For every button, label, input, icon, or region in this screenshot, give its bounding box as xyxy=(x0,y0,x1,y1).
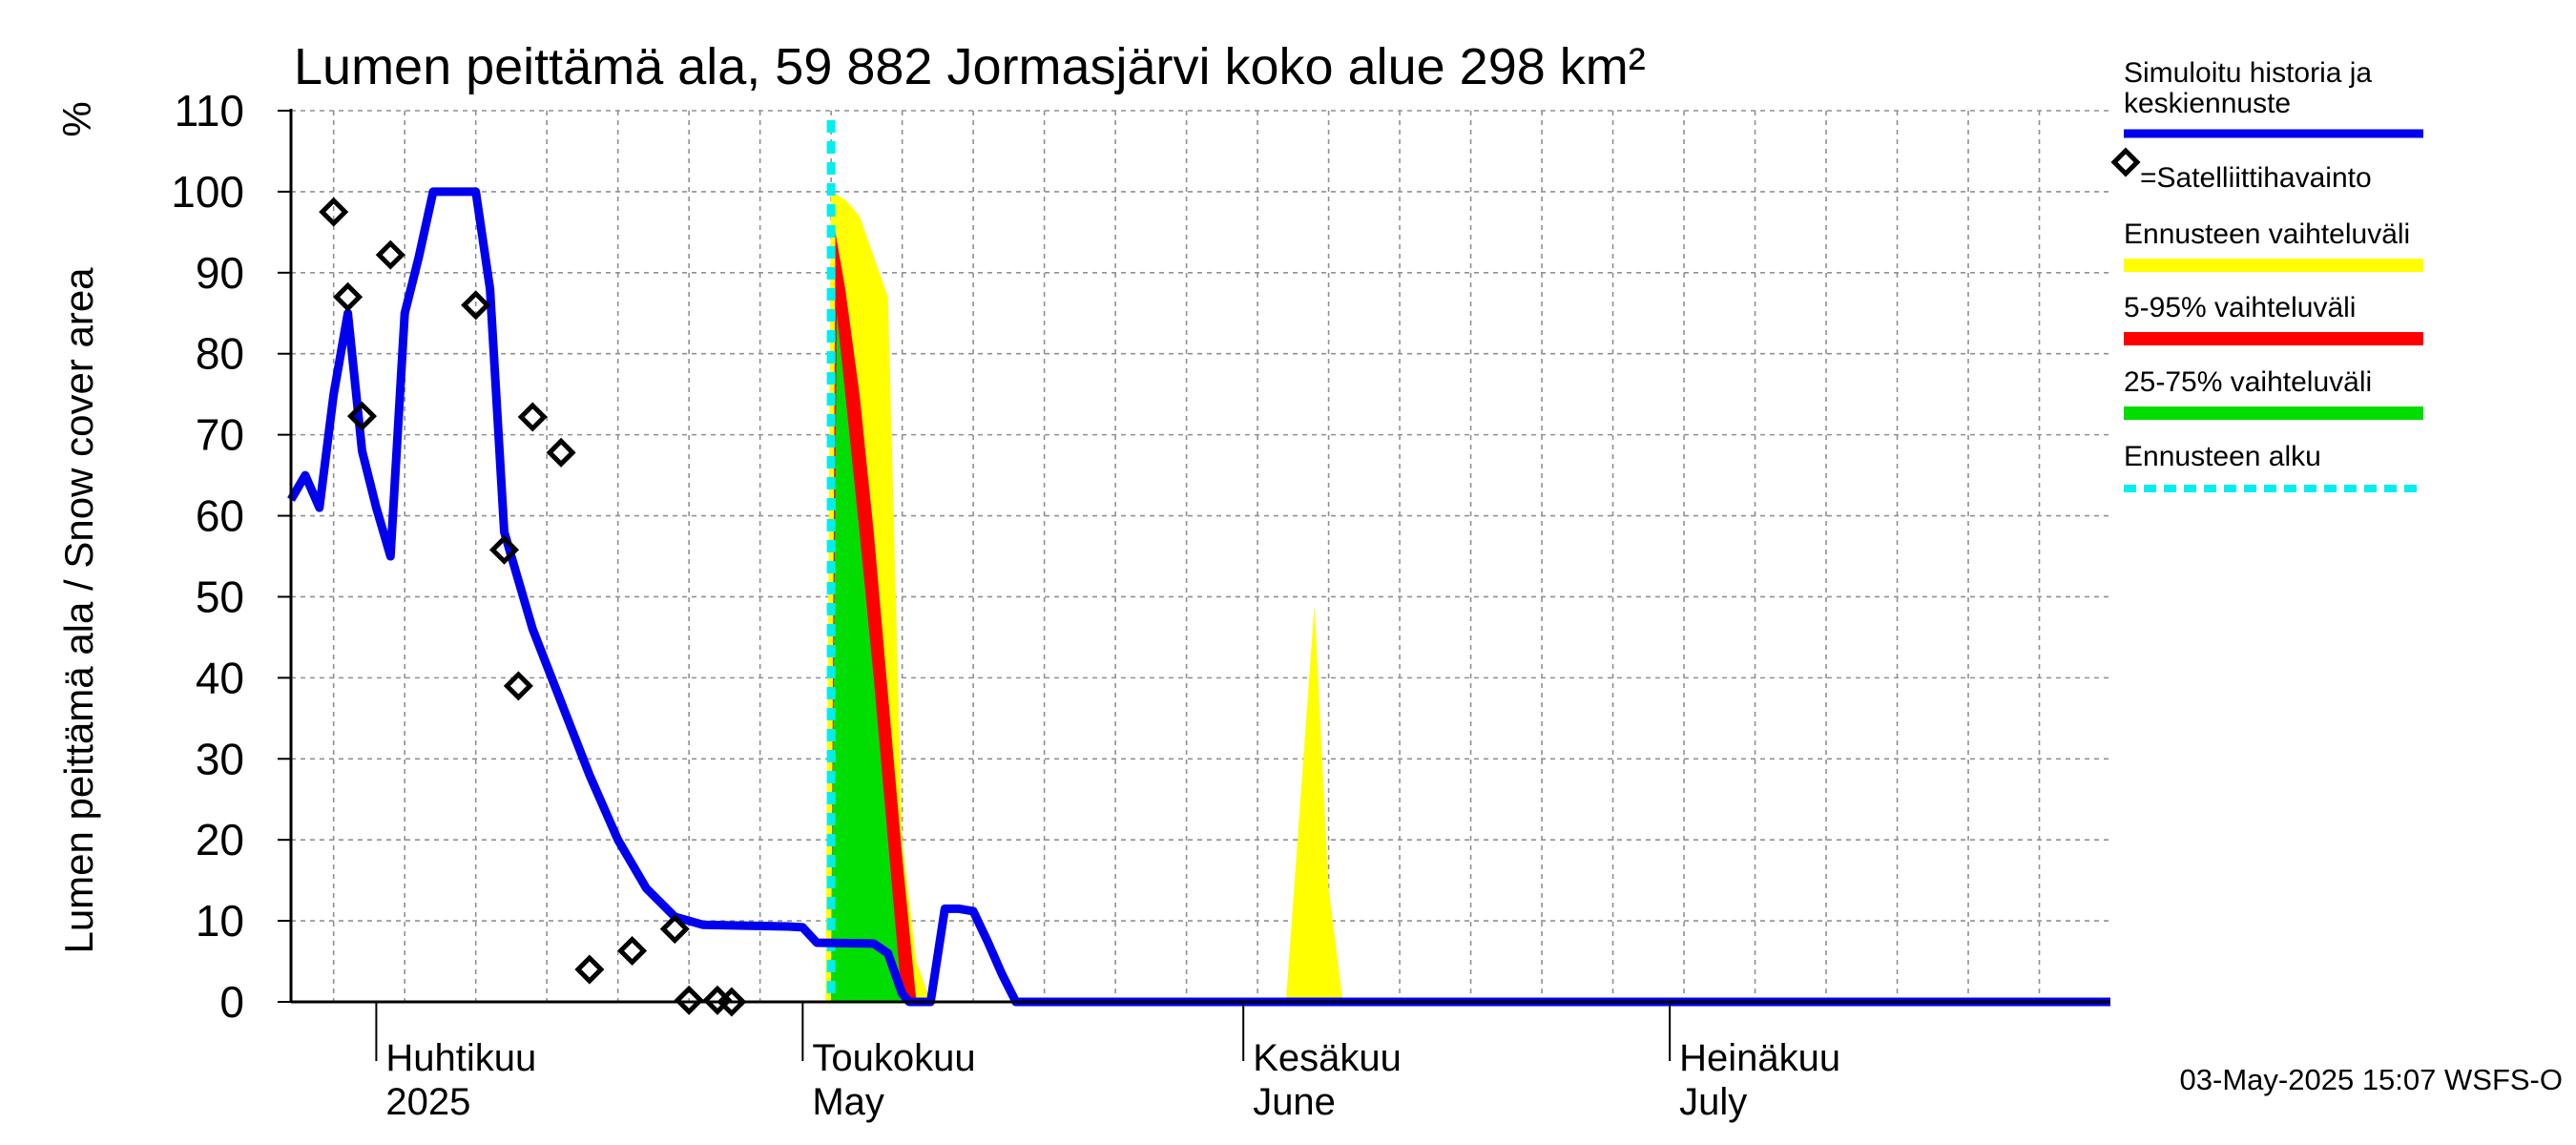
legend-label: Ennusteen vaihteluväli xyxy=(2124,219,2410,250)
footer-timestamp: 03-May-2025 15:07 WSFS-O xyxy=(2180,1063,2563,1096)
y-tick-label: 60 xyxy=(196,491,244,541)
satellite-point xyxy=(503,671,533,701)
satellite-point xyxy=(717,987,747,1017)
legend-label: =Satelliittihavainto xyxy=(2140,162,2372,194)
satellite-point xyxy=(659,914,690,945)
month-label-en: July xyxy=(1679,1081,1747,1123)
satellite-point xyxy=(375,239,405,270)
y-tick-label: 20 xyxy=(196,815,244,864)
y-tick-label: 50 xyxy=(196,572,244,621)
satellite-point xyxy=(674,985,704,1015)
month-label-en: May xyxy=(812,1081,884,1123)
satellite-point xyxy=(488,534,520,565)
month-label-fi: Huhtikuu xyxy=(385,1037,536,1079)
month-label-en: 2025 xyxy=(385,1081,470,1123)
legend-label: keskiennuste xyxy=(2124,88,2291,119)
y-tick-label: 0 xyxy=(219,977,244,1027)
month-label-fi: Heinäkuu xyxy=(1679,1037,1840,1079)
forecast-bands xyxy=(825,191,1343,1002)
series xyxy=(287,120,2110,1017)
y-axis-label: Lumen peittämä ala / Snow cover area xyxy=(56,267,101,954)
y-tick-label: 30 xyxy=(196,734,244,783)
y-tick-label: 70 xyxy=(196,410,244,460)
simulated-series-line xyxy=(287,187,2110,1007)
month-label-en: June xyxy=(1253,1081,1336,1123)
y-tick-label: 100 xyxy=(171,167,244,217)
satellite-point xyxy=(333,281,364,312)
y-axis-unit: % xyxy=(54,101,99,136)
legend-label: Simuloitu historia ja xyxy=(2124,57,2372,89)
satellite-point xyxy=(546,437,576,468)
legend-label: 25-75% vaihteluväli xyxy=(2124,366,2372,398)
y-tick-label: 10 xyxy=(196,896,244,946)
y-tick-label: 80 xyxy=(196,329,244,379)
satellite-point xyxy=(461,290,491,321)
month-label-fi: Toukokuu xyxy=(812,1037,975,1079)
axes xyxy=(278,109,2110,1061)
y-tick-label: 90 xyxy=(196,248,244,298)
legend-label: 5-95% vaihteluväli xyxy=(2124,292,2356,323)
legend-label: Ennusteen alku xyxy=(2124,441,2321,472)
month-label-fi: Kesäkuu xyxy=(1253,1037,1402,1079)
satellite-point xyxy=(346,401,378,431)
y-tick-label: 40 xyxy=(196,653,244,702)
gridlines xyxy=(291,110,2110,1002)
satellite-point xyxy=(574,954,605,985)
satellite-point xyxy=(517,402,548,432)
chart-title: Lumen peittämä ala, 59 882 Jormasjärvi k… xyxy=(294,38,1646,95)
satellite-point xyxy=(319,197,349,227)
y-tick-label: 110 xyxy=(175,86,244,135)
legend-swatch-satellite xyxy=(2110,147,2141,177)
band-green xyxy=(831,313,903,1002)
satellite-point xyxy=(617,935,648,967)
